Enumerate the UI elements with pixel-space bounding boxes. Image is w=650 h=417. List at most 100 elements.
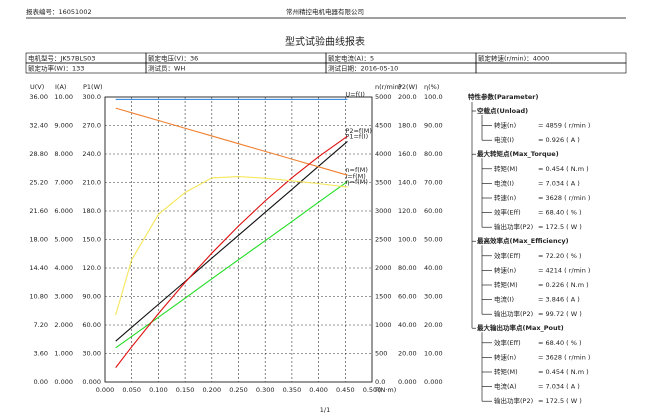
param-label: 效率(Eff) [494,208,521,217]
param-label: 电流(I) [494,135,514,144]
x-tick-label: 0.000 [96,386,115,394]
page-number: 1/1 [320,406,330,414]
axis-label: n(r/min) [375,83,401,91]
y-tick-label: 180.0 [82,207,101,215]
param-value: = 3.846 ( A ) [538,296,580,304]
param-value: = 0.226 ( N.m ) [538,281,589,289]
param-label: 输出功率(P2) [494,222,533,231]
y-tick-label: 10.00 [424,350,443,358]
series-label: P2=f(M) [345,127,371,135]
y-tick-label: 5.000 [54,236,73,244]
param-value: = 172.5 ( W ) [538,397,582,405]
y-tick-label: 90.00 [82,293,101,301]
y-tick-label: 1.000 [54,350,73,358]
x-tick-label: 0.050 [122,386,141,394]
table-cell-text: 额定电流(A)：5 [328,54,374,63]
y-tick-label: 200.0 [398,93,417,101]
x-tick-label: 0.350 [283,386,302,394]
param-value: = 3628 ( r/min ) [538,194,590,202]
series-label: η=f(M) [345,178,368,186]
y-tick-label: 60.00 [398,293,417,301]
param-value: = 3628 ( r/min ) [538,353,590,361]
y-tick-label: 4.000 [54,264,73,272]
y-tick-label: 3.60 [34,350,48,358]
y-tick-label: 2000 [375,264,392,272]
y-tick-label: 30.00 [82,350,101,358]
param-label: 转速(n) [494,352,516,361]
table-cell-text: 额定功率(W)：133 [28,64,84,73]
series-label: n=f(M) [345,166,368,174]
table-cell-text: 额定转速(r/min)：4000 [478,54,549,63]
y-tick-label: 500 [375,350,387,358]
y-tick-label: 150.0 [82,236,101,244]
y-tick-label: 20.00 [398,350,417,358]
y-tick-label: 0.000 [82,378,101,386]
y-tick-label: 1000 [375,321,392,329]
y-tick-label: 60.00 [424,207,443,215]
y-tick-label: 3000 [375,207,392,215]
param-label: 电流(A) [494,382,517,391]
x-tick-label: 0.400 [309,386,328,394]
param-value: = 0.454 ( N.m ) [538,368,589,376]
y-tick-label: 25.20 [29,179,48,187]
table-cell-text: 电机型号：JK57BLS03 [28,54,95,63]
param-value: = 0.454 ( N.m ) [538,165,589,173]
y-tick-label: 40.00 [398,321,417,329]
param-label: 转速(n) [494,121,516,130]
param-label: 电流(I) [494,295,514,304]
series-label: U=f(I) [345,90,364,98]
y-tick-label: 0.00 [34,378,48,386]
param-value: = 4859 ( r/min ) [538,122,590,130]
x-tick-label: 0.200 [202,386,221,394]
y-tick-label: 120.0 [398,207,417,215]
y-tick-label: 8.000 [54,150,73,158]
y-tick-label: 10.80 [29,293,48,301]
param-value: = 7.034 ( A ) [538,383,580,391]
y-tick-label: 90.00 [424,122,443,130]
y-tick-label: 18.00 [29,236,48,244]
axis-label: P2(W) [398,83,418,91]
y-tick-label: 120.0 [82,264,101,272]
y-tick-label: 0.000 [424,378,443,386]
param-label: 转速(n) [494,193,516,202]
y-tick-label: 0.000 [54,378,73,386]
y-tick-label: 270.0 [82,122,101,130]
param-label: 转矩(M) [494,164,518,173]
y-tick-label: 14.40 [29,264,48,272]
y-tick-label: 240.0 [82,150,101,158]
y-tick-label: 28.80 [29,150,48,158]
y-tick-label: 100.0 [424,93,443,101]
series-line [115,135,348,368]
report-number: 报表编号：16051002 [26,7,92,16]
param-value: = 99.72 ( W ) [538,310,582,318]
x-axis-label: T(N·m) [373,386,396,394]
y-tick-label: 60.00 [82,321,101,329]
y-tick-label: 4000 [375,150,392,158]
table-cell-text: 额定电压(V)：36 [148,54,198,63]
y-tick-label: 20.00 [424,321,443,329]
y-tick-label: 70.00 [424,179,443,187]
param-label: 电流(I) [494,178,514,187]
y-tick-label: 0.000 [398,378,417,386]
param-label: 效率(Eff) [494,251,521,260]
axis-label: U(V) [30,83,44,91]
y-tick-label: 30.00 [424,293,443,301]
group-title: 最高效率点(Max_Efficiency) [477,236,569,245]
y-tick-label: 4500 [375,122,392,130]
y-tick-label: 3500 [375,179,392,187]
param-value: = 68.40 ( % ) [538,209,582,217]
y-tick-label: 21.60 [29,207,48,215]
table-cell-text: 测试日期：2016-05-10 [328,64,398,73]
y-tick-label: 50.00 [424,236,443,244]
y-tick-label: 6.000 [54,207,73,215]
param-value: = 7.034 ( A ) [538,179,580,187]
series-line [115,141,348,342]
report-title: 型式试验曲线报表 [285,35,365,48]
param-value: = 4214 ( r/min ) [538,266,590,274]
group-title: 最大转矩点(Max_Torque) [477,149,559,158]
param-value: = 172.5 ( W ) [538,223,582,231]
param-value: = 68.40 ( % ) [538,339,582,347]
y-tick-label: 32.40 [29,122,48,130]
y-tick-label: 9.000 [54,122,73,130]
